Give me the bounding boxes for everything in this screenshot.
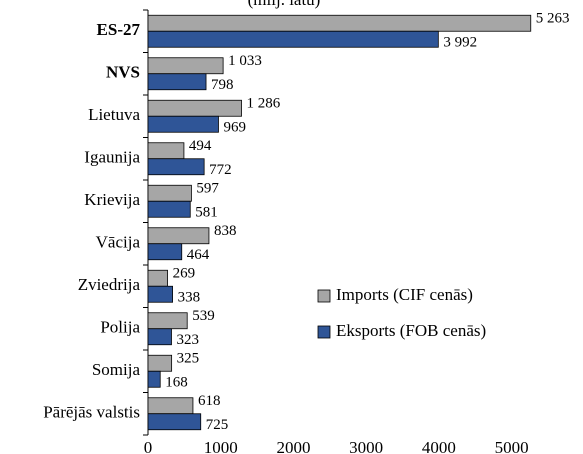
value-label: 1 033: [228, 53, 262, 69]
y-tick-label: Pārējās valstis: [43, 403, 140, 422]
y-tick-label: Somija: [92, 360, 141, 379]
bar: [147, 328, 172, 346]
bar: [147, 269, 168, 287]
y-tick-label: Polija: [100, 318, 140, 337]
bar: [147, 30, 439, 48]
legend-swatch: [317, 289, 331, 303]
bar: [147, 312, 188, 330]
value-label: 3 992: [443, 35, 477, 51]
x-tick-label: 3000: [349, 438, 383, 454]
bar: [147, 370, 161, 388]
chart-subtitle: (milj. latu): [248, 0, 321, 9]
bar: [147, 413, 202, 431]
x-tick-label: 1000: [204, 438, 238, 454]
value-label: 838: [214, 223, 237, 239]
bar: [147, 142, 185, 160]
bar: [147, 285, 173, 303]
y-tick-label: ES-27: [97, 20, 141, 39]
bar: [147, 115, 219, 133]
x-tick-label: 4000: [422, 438, 456, 454]
bar: [147, 243, 183, 261]
value-label: 725: [206, 417, 229, 433]
bar: [147, 14, 532, 32]
value-label: 597: [196, 181, 219, 197]
bar: [147, 184, 192, 202]
value-label: 168: [165, 375, 188, 391]
y-tick-label: Krievija: [84, 190, 140, 209]
bar: [147, 73, 207, 91]
x-tick-label: 0: [144, 438, 153, 454]
value-label: 581: [195, 205, 218, 221]
value-label: 539: [192, 308, 215, 324]
value-label: 269: [173, 266, 196, 282]
value-label: 798: [211, 77, 234, 93]
y-tick-label: Zviedrija: [78, 275, 141, 294]
y-tick-label: Lietuva: [88, 105, 140, 124]
legend-label: Imports (CIF cenās): [336, 285, 473, 304]
bar: [147, 397, 194, 415]
y-tick-label: NVS: [106, 63, 140, 82]
value-label: 5 263: [536, 11, 570, 27]
y-tick-label: Igaunija: [84, 148, 140, 167]
legend-swatch: [317, 325, 331, 339]
legend-label: Eksports (FOB cenās): [336, 321, 486, 340]
bar: [147, 158, 205, 176]
value-label: 325: [177, 351, 200, 367]
value-label: 464: [187, 247, 210, 263]
x-tick-label: 2000: [276, 438, 310, 454]
y-tick-label: Vācija: [96, 233, 141, 252]
x-tick-label: 5000: [495, 438, 529, 454]
bar: [147, 354, 173, 372]
bar: [147, 57, 224, 75]
bar: [147, 227, 210, 245]
bar: [147, 99, 242, 117]
value-label: 618: [198, 393, 221, 409]
value-label: 969: [223, 120, 246, 136]
value-label: 494: [189, 138, 212, 154]
bar: [147, 200, 191, 218]
value-label: 772: [209, 162, 232, 178]
value-label: 338: [178, 290, 201, 306]
value-label: 1 286: [247, 96, 281, 112]
value-label: 323: [176, 332, 199, 348]
